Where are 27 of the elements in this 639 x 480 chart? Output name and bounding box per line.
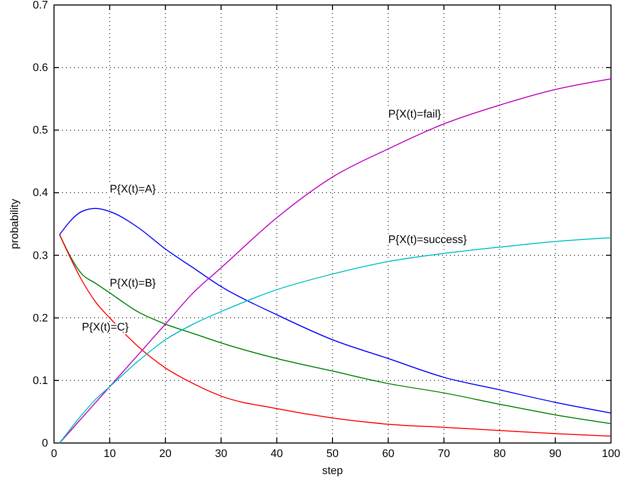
- y-tick-label: 0.5: [32, 124, 48, 137]
- x-tick-label: 20: [159, 448, 172, 460]
- x-tick-label: 0: [50, 448, 58, 460]
- y-tick-label: 0.6: [32, 62, 48, 74]
- y-tick-label: 0.7: [32, 0, 48, 12]
- x-tick-label: 100: [602, 448, 620, 460]
- y-tick-label: 0.1: [32, 374, 48, 387]
- x-tick-label: 40: [270, 448, 283, 460]
- y-axis-title: probability: [9, 198, 21, 250]
- series-label: P{X(t)=fail}: [388, 108, 442, 121]
- x-tick-label: 70: [438, 448, 450, 460]
- x-tick-label: 80: [493, 448, 506, 460]
- x-tick-label: 30: [214, 448, 228, 460]
- series-label: P{X(t)=A}: [110, 184, 156, 196]
- x-tick-label: 50: [326, 448, 339, 460]
- x-tick-label: 90: [549, 448, 562, 460]
- series-label: P{X(t)=B}: [110, 278, 156, 290]
- line-series: [59, 78, 612, 444]
- y-tick-label: 0: [42, 438, 48, 450]
- y-tick-label: 0.3: [32, 250, 48, 262]
- x-axis-title: step: [322, 465, 343, 477]
- y-tick-label: 0.2: [32, 312, 48, 324]
- line-series: [59, 208, 612, 414]
- x-tick-label: 10: [104, 448, 116, 460]
- series-label: P{X(t)=success}: [388, 234, 468, 246]
- y-tick-label: 0.4: [32, 187, 48, 200]
- x-tick-label: 60: [382, 448, 394, 460]
